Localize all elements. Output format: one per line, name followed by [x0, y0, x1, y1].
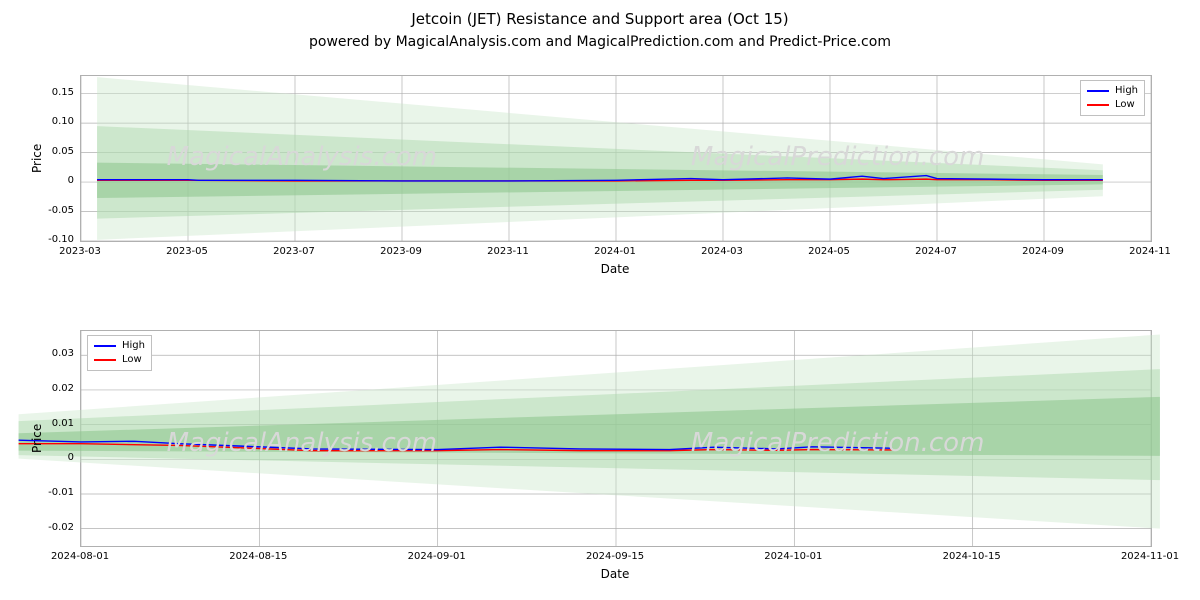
watermark: MagicalAnalysis.com: [167, 142, 437, 172]
panel-bottom-ylabel: Price: [30, 423, 44, 452]
ytick-label: -0.01: [48, 487, 74, 498]
watermark: MagicalPrediction.com: [691, 142, 985, 172]
xtick-label: 2024-09: [1022, 246, 1064, 257]
ytick-label: 0.02: [52, 383, 74, 394]
xtick-label: 2024-11-01: [1121, 551, 1179, 562]
xtick-label: 2023-09: [380, 246, 422, 257]
ytick-label: 0.01: [52, 418, 74, 429]
figure: Jetcoin (JET) Resistance and Support are…: [0, 0, 1200, 600]
ytick-label: -0.10: [48, 234, 74, 245]
xtick-label: 2023-03: [59, 246, 101, 257]
xtick-label: 2024-08-15: [229, 551, 287, 562]
ytick-label: 0: [68, 175, 74, 186]
chart-title: Jetcoin (JET) Resistance and Support are…: [0, 10, 1200, 28]
legend-row: High: [1087, 84, 1138, 98]
legend-swatch: [94, 359, 116, 361]
panel-bottom: HighLow MagicalAnalysis.com MagicalPredic…: [80, 330, 1152, 547]
ytick-label: 0.15: [52, 87, 74, 98]
legend-label: Low: [1115, 98, 1135, 112]
legend-swatch: [1087, 90, 1109, 92]
xtick-label: 2024-09-01: [408, 551, 466, 562]
xtick-label: 2023-11: [487, 246, 529, 257]
chart-subtitle: powered by MagicalAnalysis.com and Magic…: [0, 34, 1200, 50]
xtick-label: 2024-10-15: [943, 551, 1001, 562]
xtick-label: 2023-07: [273, 246, 315, 257]
legend-top: HighLow: [1080, 80, 1145, 116]
legend-bottom: HighLow: [87, 335, 152, 371]
panel-top-ylabel: Price: [30, 143, 44, 172]
legend-swatch: [1087, 104, 1109, 106]
legend-label: High: [122, 339, 145, 353]
legend-row: Low: [94, 353, 145, 367]
legend-row: High: [94, 339, 145, 353]
legend-row: Low: [1087, 98, 1138, 112]
ytick-label: 0: [68, 452, 74, 463]
legend-label: Low: [122, 353, 142, 367]
ytick-label: 0.10: [52, 116, 74, 127]
xtick-label: 2023-05: [166, 246, 208, 257]
legend-label: High: [1115, 84, 1138, 98]
xtick-label: 2024-11: [1129, 246, 1171, 257]
panel-top: HighLow MagicalAnalysis.com MagicalPredic…: [80, 75, 1152, 242]
panel-bottom-xlabel: Date: [80, 567, 1150, 581]
xtick-label: 2024-07: [915, 246, 957, 257]
ytick-label: 0.05: [52, 146, 74, 157]
watermark: MagicalAnalysis.com: [167, 428, 437, 458]
xtick-label: 2024-08-01: [51, 551, 109, 562]
ytick-label: -0.02: [48, 522, 74, 533]
xtick-label: 2024-10-01: [764, 551, 822, 562]
xtick-label: 2024-01: [594, 246, 636, 257]
xtick-label: 2024-09-15: [586, 551, 644, 562]
xtick-label: 2024-05: [808, 246, 850, 257]
legend-swatch: [94, 345, 116, 347]
panel-top-xlabel: Date: [80, 262, 1150, 276]
watermark: MagicalPrediction.com: [691, 428, 985, 458]
ytick-label: -0.05: [48, 205, 74, 216]
xtick-label: 2024-03: [701, 246, 743, 257]
ytick-label: 0.03: [52, 348, 74, 359]
